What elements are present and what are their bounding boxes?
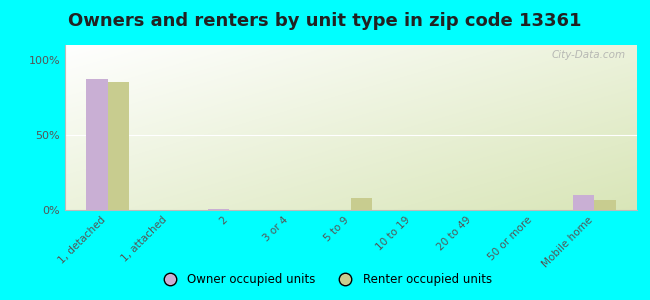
Bar xyxy=(573,195,594,210)
Legend: Owner occupied units, Renter occupied units: Owner occupied units, Renter occupied un… xyxy=(153,269,497,291)
Bar xyxy=(108,82,129,210)
Bar xyxy=(208,208,229,210)
Bar xyxy=(86,80,108,210)
Bar xyxy=(594,200,616,210)
Text: Owners and renters by unit type in zip code 13361: Owners and renters by unit type in zip c… xyxy=(68,12,582,30)
Bar xyxy=(351,198,372,210)
Text: City-Data.com: City-Data.com xyxy=(551,50,625,60)
